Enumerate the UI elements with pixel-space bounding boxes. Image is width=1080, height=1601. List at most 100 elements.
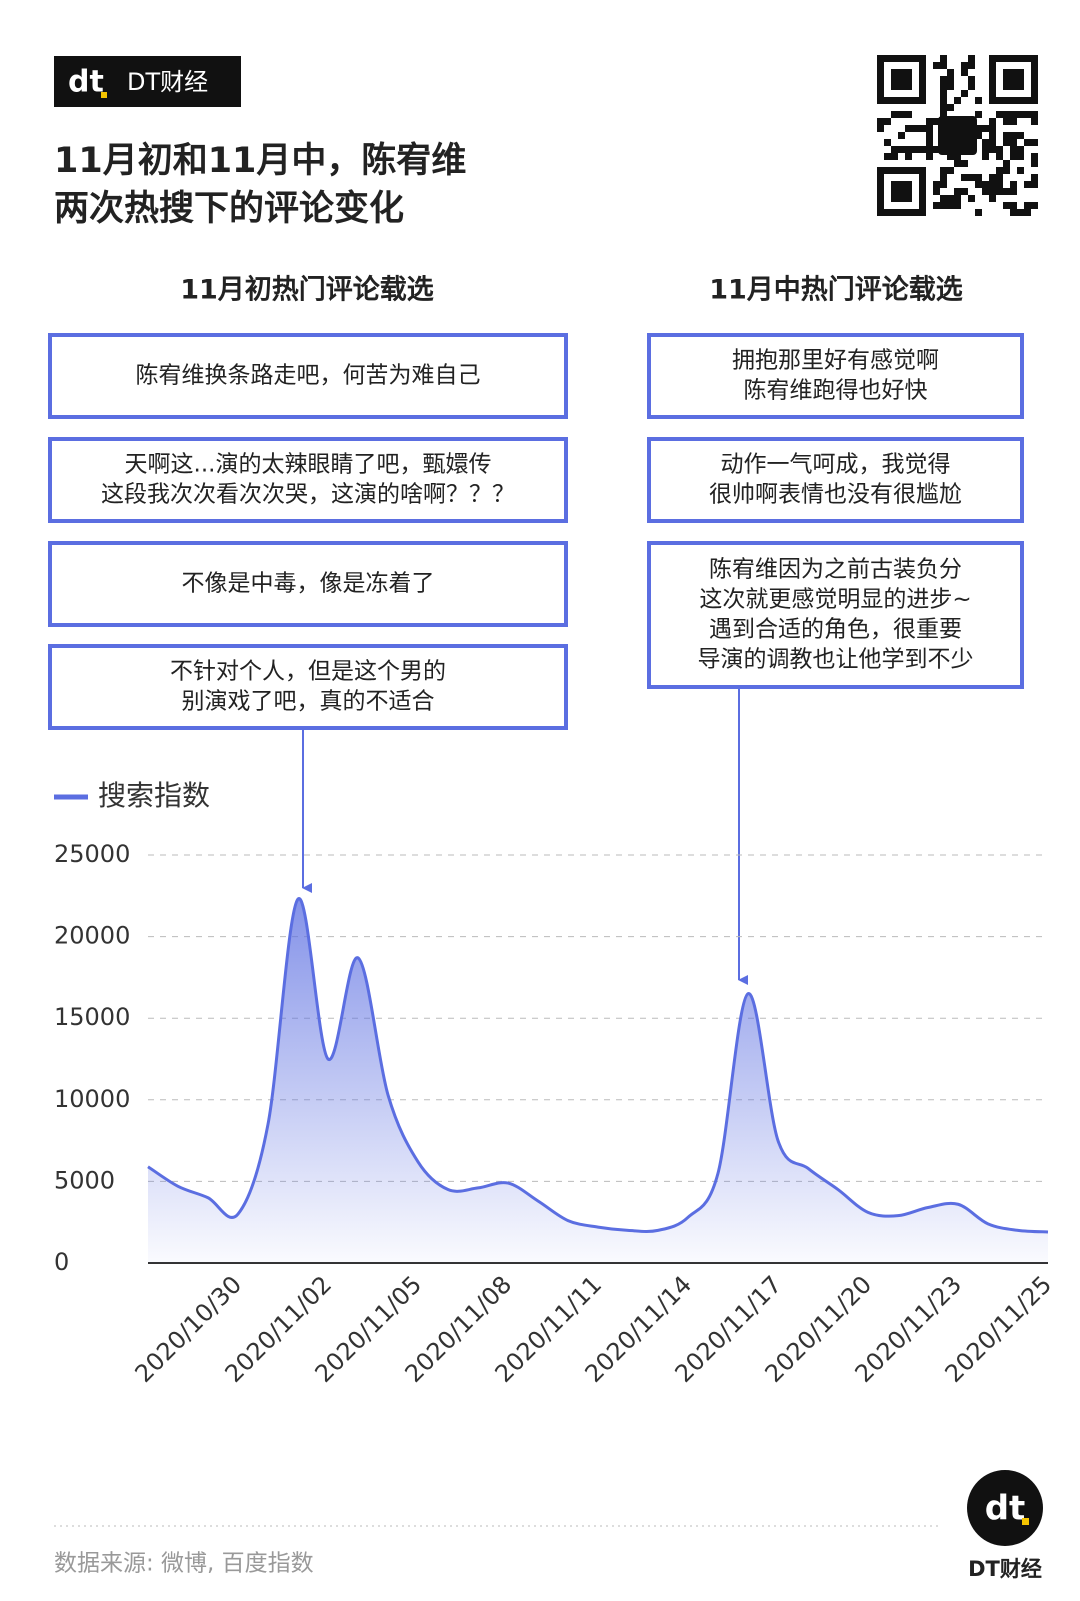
qr-cell bbox=[982, 139, 989, 146]
comment-line: 陈宥维因为之前古装负分 bbox=[709, 557, 962, 583]
qr-cell bbox=[1003, 160, 1010, 167]
footer-logo bbox=[967, 1470, 1043, 1546]
qr-cell bbox=[1017, 132, 1024, 139]
qr-cell bbox=[1024, 181, 1031, 188]
qr-cell bbox=[1010, 146, 1017, 153]
qr-finder bbox=[877, 167, 926, 216]
qr-cell bbox=[961, 69, 968, 76]
qr-cell bbox=[947, 76, 954, 83]
qr-cell bbox=[884, 153, 891, 160]
qr-cell bbox=[1010, 139, 1017, 146]
qr-cell bbox=[1010, 188, 1017, 195]
qr-cell bbox=[1003, 202, 1010, 209]
qr-cell bbox=[940, 104, 947, 111]
qr-cell bbox=[1003, 167, 1010, 174]
qr-cell bbox=[982, 153, 989, 160]
qr-finder bbox=[891, 69, 912, 90]
qr-cell bbox=[926, 153, 933, 160]
column-title: 11月初热门评论载选 bbox=[180, 275, 434, 306]
qr-cell bbox=[940, 202, 947, 209]
qr-cell bbox=[933, 188, 940, 195]
qr-cell bbox=[898, 132, 905, 139]
comment-box bbox=[647, 541, 1024, 689]
qr-cell bbox=[954, 153, 961, 160]
qr-cell bbox=[975, 181, 982, 188]
area bbox=[148, 898, 1048, 1263]
qr-cell bbox=[996, 181, 1003, 188]
qr-cell bbox=[940, 76, 947, 83]
qr-cell bbox=[1024, 139, 1031, 146]
qr-cell bbox=[933, 118, 940, 125]
qr-cell bbox=[947, 202, 954, 209]
qr-cell bbox=[989, 139, 996, 146]
y-tick-label: 10000 bbox=[54, 1085, 130, 1113]
qr-cell bbox=[1010, 111, 1017, 118]
qr-cell bbox=[989, 146, 996, 153]
qr-cell bbox=[982, 125, 989, 132]
line bbox=[147, 897, 1049, 1234]
y-tick-label: 15000 bbox=[54, 1003, 130, 1031]
footer-logo-mark: dt bbox=[985, 1489, 1026, 1529]
qr-cell bbox=[898, 146, 905, 153]
qr-cell bbox=[1031, 153, 1038, 160]
qr-cell bbox=[1003, 118, 1010, 125]
qr-cell bbox=[996, 167, 1003, 174]
comment-line: 别演戏了吧，真的不适合 bbox=[182, 689, 435, 715]
qr-cell bbox=[905, 153, 912, 160]
qr-code bbox=[877, 55, 1038, 216]
column-title: 11月中热门评论载选 bbox=[709, 275, 963, 306]
qr-cell bbox=[877, 125, 884, 132]
qr-cell bbox=[1010, 132, 1017, 139]
qr-cell bbox=[947, 167, 954, 174]
qr-cell bbox=[940, 174, 947, 181]
qr-cell bbox=[940, 181, 947, 188]
chart: 05000100001500020000250002020/10/302020/… bbox=[54, 779, 1057, 1388]
qr-cell bbox=[1024, 111, 1031, 118]
comment-box bbox=[48, 333, 568, 419]
qr-cell bbox=[905, 146, 912, 153]
qr-cell bbox=[1003, 132, 1010, 139]
qr-cell bbox=[996, 174, 1003, 181]
qr-cell bbox=[1024, 202, 1031, 209]
qr-cell bbox=[961, 188, 968, 195]
logo-mark: dt bbox=[68, 65, 104, 100]
qr-cell bbox=[1003, 111, 1010, 118]
qr-cell bbox=[940, 167, 947, 174]
qr-cell bbox=[919, 125, 926, 132]
qr-cell bbox=[947, 104, 954, 111]
qr-cell bbox=[954, 160, 961, 167]
legend-label: 搜索指数 bbox=[98, 779, 210, 812]
qr-cell bbox=[968, 195, 975, 202]
qr-cell bbox=[912, 125, 919, 132]
qr-finder bbox=[989, 55, 1038, 104]
qr-cell bbox=[982, 181, 989, 188]
qr-cell bbox=[954, 188, 961, 195]
comment-line: 陈宥维换条路走吧，何苦为难自己 bbox=[136, 363, 481, 389]
qr-cell bbox=[1017, 167, 1024, 174]
comments: 11月初热门评论载选陈宥维换条路走吧，何苦为难自己天啊这...演的太辣眼睛了吧，… bbox=[48, 275, 1024, 730]
qr-cell bbox=[968, 62, 975, 69]
qr-cell bbox=[968, 55, 975, 62]
comment-line: 这次就更感觉明显的进步~ bbox=[699, 587, 971, 613]
footer-brand: DT财经 bbox=[968, 1557, 1042, 1581]
qr-cell bbox=[1031, 160, 1038, 167]
comment-line: 天啊这...演的太辣眼睛了吧，甄嬛传 bbox=[125, 452, 492, 478]
qr-cell bbox=[1031, 174, 1038, 181]
qr-cell bbox=[919, 146, 926, 153]
qr-cell bbox=[947, 69, 954, 76]
y-tick-label: 25000 bbox=[54, 840, 130, 868]
qr-cell bbox=[982, 146, 989, 153]
comment-box bbox=[48, 437, 568, 523]
qr-cell bbox=[989, 174, 996, 181]
qr-cell bbox=[968, 174, 975, 181]
qr-cell bbox=[905, 111, 912, 118]
qr-cell bbox=[982, 188, 989, 195]
qr-finder bbox=[891, 181, 912, 202]
title-line: 两次热搜下的评论变化 bbox=[54, 189, 404, 229]
qr-cell bbox=[1031, 202, 1038, 209]
comment-line: 遇到合适的角色，很重要 bbox=[709, 617, 962, 643]
qr-finder bbox=[1003, 69, 1024, 90]
qr-cell bbox=[933, 62, 940, 69]
qr-cell bbox=[884, 139, 891, 146]
